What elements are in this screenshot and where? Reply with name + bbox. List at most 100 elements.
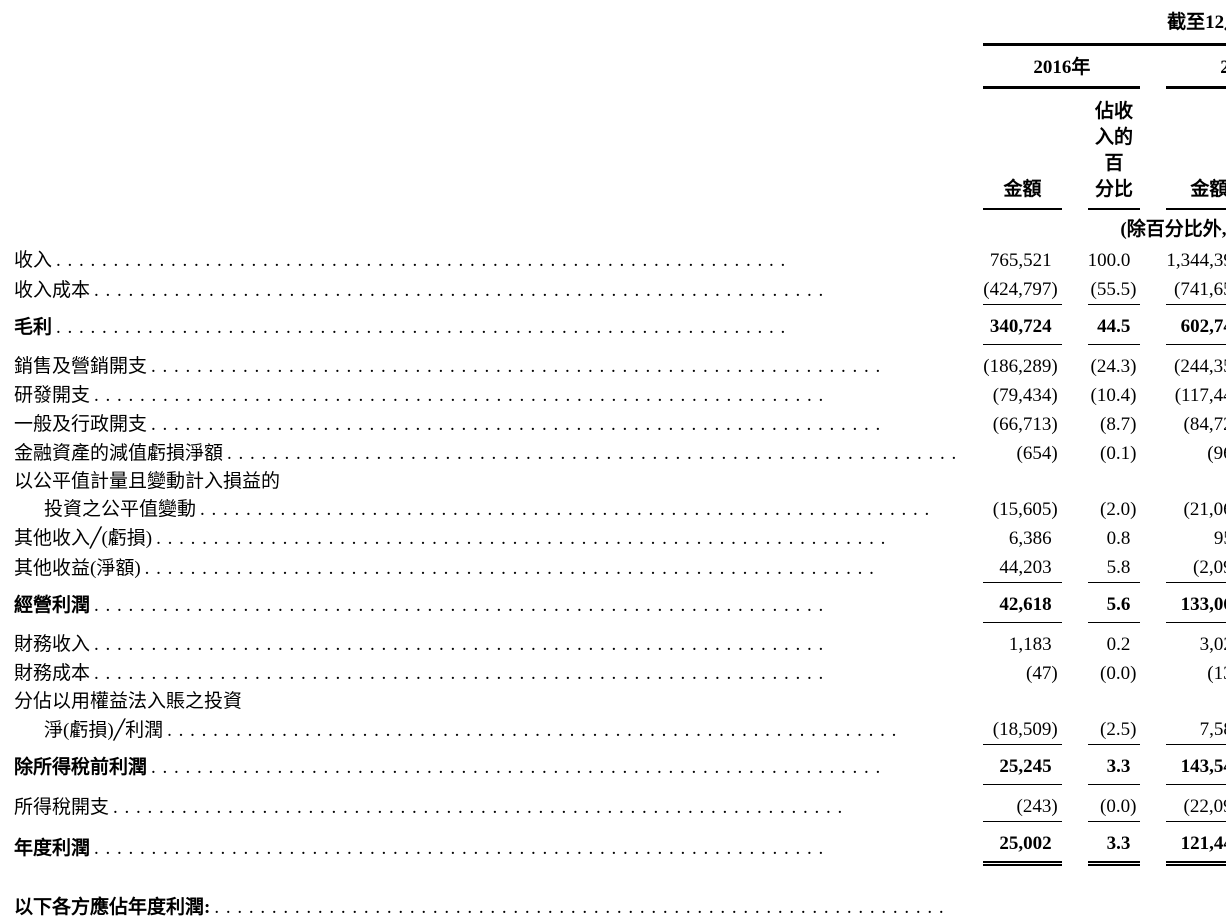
- amount-cell: 25,245: [983, 745, 1062, 785]
- amount-cell: 1,183: [1008, 634, 1052, 655]
- amount-cell: (47): [1026, 663, 1058, 684]
- pct-cell: (2.5): [1087, 715, 1141, 745]
- row-label: 以公平值計量且變動計入損益的: [14, 468, 957, 495]
- dot-leader: [94, 834, 957, 863]
- pct-cell: (0.1): [1100, 443, 1137, 464]
- amount-cell: [1166, 468, 1226, 495]
- table-title-row: 截至12月31日止年度: [14, 10, 1226, 46]
- dot-leader: [94, 630, 957, 659]
- table-row: 研發開支(79,434)(10.4)(117,443)(8.7)(197,780…: [14, 381, 1226, 410]
- dot-leader: [94, 381, 957, 410]
- row-label: 收入: [14, 246, 957, 275]
- amount-cell: (21,069): [1183, 499, 1226, 520]
- amount-cell: 121,447: [1166, 822, 1226, 866]
- pct-cell: 5.6: [1087, 583, 1141, 623]
- row-label: 其他收入╱(虧損): [14, 524, 957, 553]
- spacer-cell: [14, 89, 957, 210]
- row-label-text: 財務成本: [14, 663, 91, 684]
- dot-leader: [227, 439, 957, 468]
- pct-cell: (24.3): [1090, 356, 1137, 377]
- amount-cell: (84,724): [1183, 414, 1226, 435]
- pct-cell: (0.0): [1087, 785, 1141, 822]
- pct-cell: [1088, 468, 1141, 495]
- amount-cell: 340,724: [983, 305, 1062, 345]
- row-label: 經營利潤: [14, 583, 957, 623]
- row-label: 金融資產的減值虧損淨額: [14, 439, 957, 468]
- year-header-row: 2016年 2017年 2018年: [14, 46, 1226, 89]
- amount-cell: [1166, 688, 1226, 715]
- amount-cell: (22,095): [1166, 785, 1226, 822]
- pct-cell: (0.0): [1100, 663, 1137, 684]
- subheader-row: 金額 佔收入的百 分比 金額 佔收入的百 分比 金額 佔收入的百 分比: [14, 89, 1226, 210]
- pct-cell: (55.5): [1087, 275, 1141, 305]
- amount-cell: (79,434): [992, 385, 1058, 406]
- pct-cell: [1088, 688, 1141, 715]
- income-table-header: 截至12月31日止年度 2016年 2017年 2018年 金額 佔收入的百 分…: [14, 10, 1226, 246]
- pct-cell: 100.0: [1087, 250, 1131, 271]
- amount-cell: 602,748: [1166, 305, 1226, 345]
- row-label: 年度利潤: [14, 822, 957, 866]
- row-label: 銷售及營銷開支: [14, 345, 957, 381]
- amount-cell: (244,358): [1174, 356, 1226, 377]
- pct-header-line1: 佔收入的百: [1095, 101, 1134, 174]
- dot-leader: [151, 410, 957, 439]
- row-label-text: 毛利: [14, 317, 53, 338]
- row-label-text: 除所得稅前利潤: [14, 757, 148, 778]
- amount-cell: 143,542: [1166, 745, 1226, 785]
- amount-cell: 44,203: [983, 553, 1062, 583]
- dot-leader: [200, 495, 957, 524]
- row-label-text: 銷售及營銷開支: [14, 356, 148, 377]
- table-row: 收入765,521100.01,344,399100.01,887,108100…: [14, 246, 1226, 275]
- amount-cell: (18,509): [983, 715, 1062, 745]
- row-label-text: 分佔以用權益法入賬之投資: [14, 691, 243, 712]
- year-header-2017: 2017年: [1166, 46, 1226, 89]
- pct-cell: 3.3: [1087, 745, 1141, 785]
- pct-cell: (10.4): [1090, 385, 1137, 406]
- dot-leader: [94, 276, 957, 305]
- spacer-cell: [14, 10, 957, 46]
- row-label: 除所得稅前利潤: [14, 745, 957, 785]
- amount-cell: (2,091): [1166, 553, 1226, 583]
- amount-cell: (66,713): [992, 414, 1058, 435]
- row-label: 研發開支: [14, 381, 957, 410]
- amount-cell: [983, 688, 1061, 715]
- dot-leader: [94, 659, 957, 688]
- row-label: 收入成本: [14, 275, 957, 305]
- row-label-text: 其他收益(淨額): [14, 558, 141, 579]
- table-row: 以公平值計量且變動計入損益的: [14, 468, 1226, 495]
- table-row: 以下各方應佔年度利潤:: [14, 866, 1226, 924]
- table-row: 分佔以用權益法入賬之投資: [14, 688, 1226, 715]
- amount-header-2017: 金額: [1166, 89, 1226, 210]
- table-row: 一般及行政開支(66,713)(8.7)(84,724)(6.3)(108,66…: [14, 410, 1226, 439]
- table-row: 金融資產的減值虧損淨額(654)(0.1)(960)(0.1)(299)(0.0…: [14, 439, 1226, 468]
- row-label-text: 以下各方應佔年度利潤:: [14, 897, 211, 918]
- row-label: 一般及行政開支: [14, 410, 957, 439]
- row-label: 以下各方應佔年度利潤:: [14, 866, 957, 924]
- row-label-text: 年度利潤: [14, 838, 91, 859]
- amount-cell: 25,002: [983, 822, 1062, 866]
- row-label-text: 經營利潤: [14, 595, 91, 616]
- amount-cell: 1,344,399: [1166, 250, 1226, 271]
- row-label-text: 收入成本: [14, 280, 91, 301]
- spacer-cell: [14, 210, 957, 246]
- amount-cell: [983, 468, 1061, 495]
- row-label: 所得稅開支: [14, 785, 957, 822]
- amount-cell: 6,386: [1008, 528, 1052, 549]
- amount-cell: (243): [983, 785, 1062, 822]
- amount-cell: 3,024: [1199, 634, 1226, 655]
- row-label-text: 財務收入: [14, 634, 91, 655]
- table-row: 所得稅開支(243)(0.0)(22,095)(1.7)(36,716)(2.0…: [14, 785, 1226, 822]
- dot-leader: [145, 554, 958, 583]
- row-label-text: 淨(虧損)╱利潤: [44, 720, 164, 741]
- dot-leader: [56, 313, 957, 342]
- amount-cell: 958: [1213, 528, 1226, 549]
- row-label-text: 研發開支: [14, 385, 91, 406]
- year-header-2016: 2016年: [983, 46, 1141, 89]
- row-label: 毛利: [14, 305, 957, 345]
- amount-cell: (117,443): [1174, 385, 1226, 406]
- dot-leader: [214, 893, 957, 922]
- row-label-text: 所得稅開支: [14, 797, 110, 818]
- dot-leader: [113, 793, 957, 822]
